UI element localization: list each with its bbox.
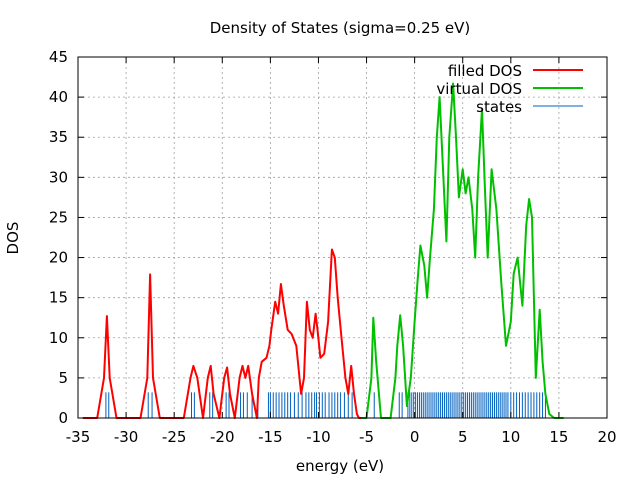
legend-label-filled-dos: filled DOS [448,62,522,80]
y-tick-label: 20 [49,249,68,267]
y-tick-label: 40 [49,88,68,106]
x-axis-label: energy (eV) [296,457,384,475]
x-tick-label: -25 [162,428,187,446]
y-tick-label: 45 [49,48,68,66]
plot-frame [77,56,608,419]
states-series [105,392,546,418]
x-tick-label: 10 [501,428,520,446]
x-tick-label: -30 [114,428,139,446]
x-tick-label: 15 [549,428,568,446]
y-axis-label: DOS [4,222,22,255]
x-tick-label: -15 [258,428,283,446]
x-tick-label: 0 [410,428,420,446]
axis-ticks: -35 -30 -25 -20 -15 -10 -5 0 5 10 15 20 0 5 10 15 20 25 30… [49,48,617,446]
legend: filled DOS virtual DOS states [436,62,583,116]
y-tick-label: 35 [49,128,68,146]
x-tick-label: -5 [359,428,374,446]
y-tick-label: 25 [49,208,68,226]
legend-label-states: states [476,98,522,116]
x-tick-label: -10 [306,428,331,446]
y-tick-label: 15 [49,289,68,307]
x-tick-label: -35 [66,428,91,446]
x-tick-label: 20 [597,428,616,446]
x-tick-label: 5 [458,428,468,446]
legend-label-virtual-dos: virtual DOS [436,80,522,98]
series-line-virtual-dos [361,82,564,419]
y-tick-label: 10 [49,329,68,347]
x-tick-label: -20 [210,428,235,446]
y-tick-label: 30 [49,168,68,186]
y-tick-label: 0 [58,409,68,427]
y-tick-label: 5 [58,369,68,387]
grid [78,57,607,418]
chart-title: Density of States (sigma=0.25 eV) [210,19,471,37]
